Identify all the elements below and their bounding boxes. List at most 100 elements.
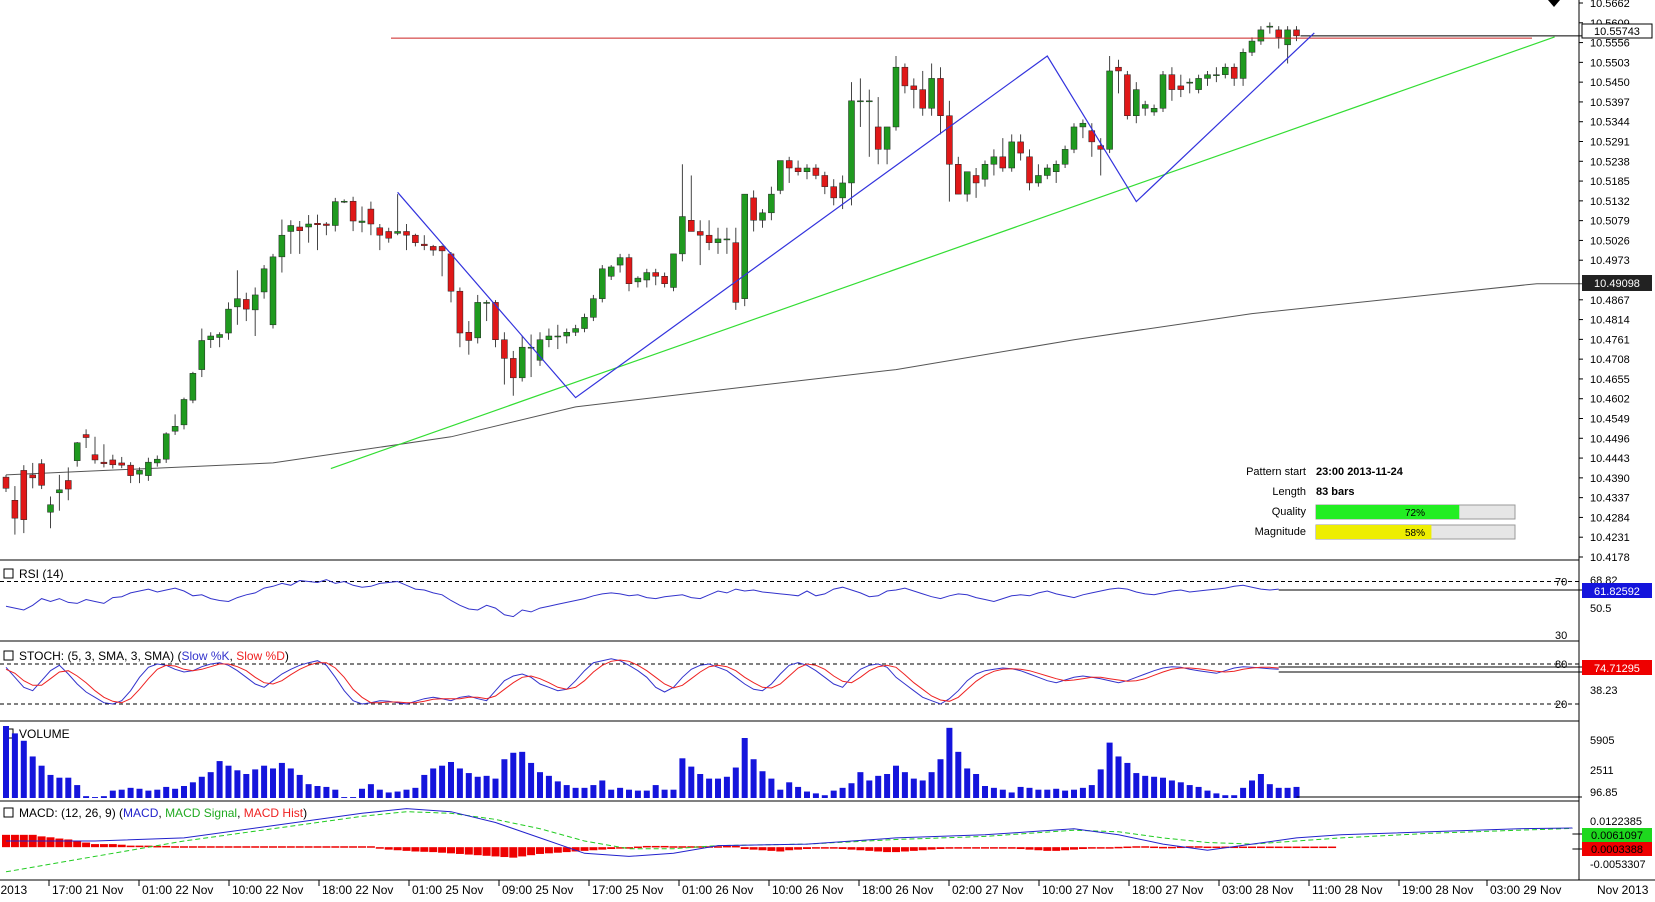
candle-body [340,200,348,203]
macd-hist-bar [473,847,482,856]
scroll-down-icon[interactable] [1548,0,1560,7]
volume-bar [501,759,508,798]
volume-bar [741,738,748,798]
macd-hist-bar [1176,846,1185,849]
volume-bar [1275,787,1282,798]
volume-bar [1213,793,1220,798]
time-tick-label: 03:00 29 Nov [1490,883,1561,897]
macd-hist-bar [455,847,464,854]
volume-bar [198,776,205,798]
volume-bar [786,782,793,798]
macd-hist-bar [1016,847,1025,850]
candle [803,164,811,180]
volume-bar [750,759,757,798]
stoch-collapse-icon[interactable] [3,650,14,661]
volume-bar [661,789,668,798]
macd-hist-bar [438,847,447,853]
candle [234,270,241,325]
current-price-label: 10.55743 [1594,26,1640,38]
candle-body [189,373,197,401]
macd-hist-bar [1310,846,1319,849]
candle [696,220,704,266]
volume-bar [385,792,392,798]
macd-hist-bar [553,847,562,853]
candle-body [447,253,455,292]
time-tick-label: 18:00 26 Nov [862,883,933,897]
macd-hist-bar [829,847,838,849]
candle [963,171,971,202]
volume-bar [261,765,268,798]
macd-hist-bar [1070,847,1078,850]
price-tick-label: 10.5450 [1590,77,1630,89]
candle [1213,67,1220,83]
candle-body [972,175,980,184]
macd-collapse-icon[interactable] [3,807,14,818]
volume-bar [608,789,615,798]
candle-body [421,243,428,246]
macd-hist-bar [642,845,651,848]
candle [910,78,918,109]
time-tick-label: 10:00 27 Nov [1042,883,1113,897]
macd-hist-bar [1096,847,1105,849]
candle-body [109,459,117,466]
candle-body [901,66,909,87]
candle [1195,74,1202,94]
volume-bar [1097,769,1104,798]
macd-hist-bar [1274,846,1283,849]
volume-bar [928,772,935,798]
volume-bar [893,765,899,798]
candle [1115,59,1122,94]
macd-hist-bar [340,846,349,848]
candle [260,265,268,299]
macd-hist-bar [1114,846,1123,849]
candle-body [785,160,793,169]
rsi-collapse-icon[interactable] [3,568,14,579]
volume-bar [910,778,917,798]
candle-body [839,182,846,199]
candle [714,227,722,254]
candle-body [332,201,339,226]
volume-bar [56,777,63,798]
macd-title: MACD: (12, 26, 9) (MACD, MACD Signal, MA… [19,806,307,820]
volume-bar [83,796,90,798]
volume-bar [590,785,597,798]
macd-hist-bar [722,845,731,848]
candle [928,63,935,116]
candle-body [118,462,125,466]
candles-layer [2,22,1582,535]
volume-bar [474,776,481,798]
candle-body [643,272,651,281]
macd-hist-bar [1087,847,1096,849]
candle-body [412,234,419,243]
candle [777,160,784,195]
candle-body [670,253,677,288]
candle [634,276,642,288]
candle-body [1035,175,1042,184]
volume-bar [510,752,517,798]
macd-hist-bar [758,847,767,851]
candle [100,444,108,468]
candle [314,214,321,251]
candle [412,233,419,247]
candle [456,287,464,348]
stoch-lines-layer [0,658,1582,705]
candle [332,197,339,232]
candle-body [180,399,188,426]
candle [376,224,384,251]
price-tick-label: 10.5503 [1590,57,1630,69]
macd-hist-bar [838,847,847,850]
candle-body [1026,156,1033,184]
candle-body [634,277,642,283]
macd-hist-bar [1319,846,1328,849]
volume-bar [74,785,81,798]
volume-bar [1186,785,1193,798]
macd-hist-bar [749,847,758,850]
candle [732,227,740,310]
macd-hist-bar [82,842,91,848]
volume-bar [1053,788,1060,798]
candle [118,456,125,469]
candle [741,193,748,307]
volume-bar [528,762,535,798]
volume-axis-labels: 5905 2511 96.85 [1590,735,1618,799]
